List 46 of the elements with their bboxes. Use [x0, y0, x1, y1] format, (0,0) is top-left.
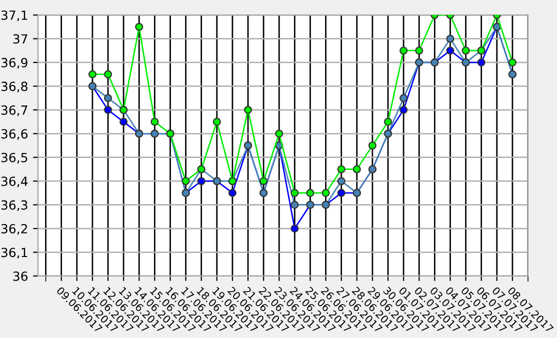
- point: [275, 130, 284, 138]
- point: [415, 46, 424, 55]
- point: [462, 46, 470, 55]
- point: [135, 22, 144, 31]
- y-tick-label: 36,8: [1, 82, 28, 92]
- point: [446, 34, 454, 43]
- y-tick-label: 36,2: [1, 224, 28, 235]
- point: [244, 106, 252, 114]
- point: [228, 188, 236, 197]
- y-tick-label: 36,4: [1, 176, 28, 188]
- y-tick-label: 36,5: [1, 152, 28, 164]
- point: [384, 118, 392, 126]
- point: [212, 118, 221, 126]
- point: [446, 46, 454, 55]
- point: [322, 188, 330, 197]
- y-tick-label: 36: [13, 271, 28, 281]
- point: [290, 188, 299, 197]
- y-tick-label: 36,3: [1, 200, 28, 212]
- point: [260, 177, 268, 186]
- y-tick-label: 37: [13, 34, 28, 44]
- y-tick-label: 36,7: [1, 105, 28, 116]
- point: [400, 46, 408, 55]
- point: [150, 118, 159, 126]
- point: [88, 70, 96, 78]
- y-tick-label: 36,6: [1, 129, 28, 140]
- point: [400, 106, 408, 114]
- point: [508, 58, 516, 66]
- point: [352, 165, 361, 174]
- point: [306, 188, 314, 197]
- point: [104, 94, 112, 102]
- y-tick-label: 37,1: [1, 10, 28, 22]
- point: [400, 94, 408, 102]
- point: [104, 70, 112, 78]
- point: [120, 118, 128, 126]
- point: [477, 58, 486, 66]
- point: [290, 224, 299, 233]
- point: [337, 188, 346, 197]
- point: [197, 177, 206, 186]
- y-tick-label: 36,1: [1, 248, 28, 258]
- point: [104, 106, 112, 114]
- point: [368, 141, 376, 150]
- point: [337, 177, 346, 186]
- y-tick-label: 36,9: [1, 58, 28, 69]
- point: [337, 165, 346, 174]
- point: [182, 177, 190, 186]
- point: [290, 200, 299, 209]
